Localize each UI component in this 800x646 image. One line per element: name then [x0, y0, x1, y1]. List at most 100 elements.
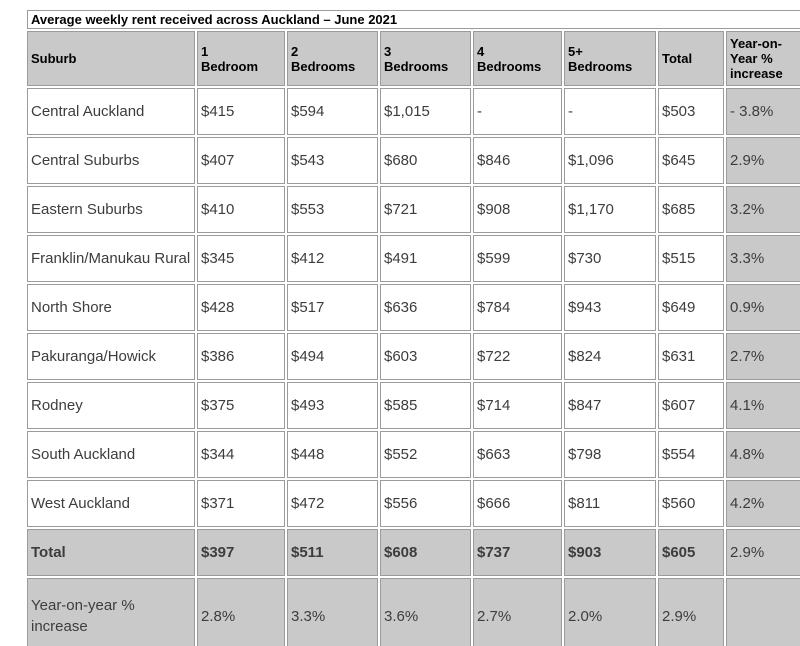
cell: $491: [380, 235, 471, 282]
cell: $517: [287, 284, 378, 331]
cell: $730: [564, 235, 656, 282]
cell: $663: [473, 431, 562, 478]
cell: $1,096: [564, 137, 656, 184]
header-row: Suburb 1 Bedroom 2 Bedrooms 3 Bedrooms 4 Bed…: [27, 31, 800, 86]
cell: $599: [473, 235, 562, 282]
cell: $1,170: [564, 186, 656, 233]
rent-table: Average weekly rent received across Auck…: [25, 8, 800, 646]
cell: $410: [197, 186, 285, 233]
cell: $798: [564, 431, 656, 478]
cell: $605: [658, 529, 724, 576]
row-label: Rodney: [27, 382, 195, 429]
cell: $386: [197, 333, 285, 380]
cell: -: [564, 88, 656, 135]
table-row-year-on-year-increase: Year-on-year % increase 2.8% 3.3% 3.6% 2.7% 2…: [27, 578, 800, 646]
cell: $397: [197, 529, 285, 576]
cell: 2.7%: [473, 578, 562, 646]
cell: $666: [473, 480, 562, 527]
cell: $375: [197, 382, 285, 429]
column-header: 5+ Bedrooms: [564, 31, 656, 86]
row-label: Year-on-year % increase: [27, 578, 195, 646]
cell: 3.2%: [726, 186, 800, 233]
cell: 3.6%: [380, 578, 471, 646]
cell: $503: [658, 88, 724, 135]
cell: $649: [658, 284, 724, 331]
table-row-west-auckland: West Auckland $371 $472 $556 $666 $811 $560 4.2…: [27, 480, 800, 527]
cell: 4.8%: [726, 431, 800, 478]
column-header: Year-on-Year % increase: [726, 31, 800, 86]
cell: $908: [473, 186, 562, 233]
row-label: Franklin/Manukau Rural: [27, 235, 195, 282]
cell: $448: [287, 431, 378, 478]
cell: $631: [658, 333, 724, 380]
cell: - 3.8%: [726, 88, 800, 135]
cell: -: [473, 88, 562, 135]
cell: $511: [287, 529, 378, 576]
cell: $493: [287, 382, 378, 429]
cell: 2.9%: [726, 529, 800, 576]
cell: $943: [564, 284, 656, 331]
column-header: 2 Bedrooms: [287, 31, 378, 86]
row-label: South Auckland: [27, 431, 195, 478]
cell: $1,015: [380, 88, 471, 135]
cell: 2.8%: [197, 578, 285, 646]
cell: 2.0%: [564, 578, 656, 646]
row-label: Central Suburbs: [27, 137, 195, 184]
cell: 0.9%: [726, 284, 800, 331]
table-row-total: Total $397 $511 $608 $737 $903 $605 2.9%: [27, 529, 800, 576]
cell: $345: [197, 235, 285, 282]
column-header: Total: [658, 31, 724, 86]
table-row-rodney: Rodney $375 $493 $585 $714 $847 $607 4.1%: [27, 382, 800, 429]
table-row-south-auckland: South Auckland $344 $448 $552 $663 $798 $554 4.…: [27, 431, 800, 478]
cell: $636: [380, 284, 471, 331]
cell: $494: [287, 333, 378, 380]
cell: 3.3%: [287, 578, 378, 646]
table-row-north-shore: North Shore $428 $517 $636 $784 $943 $649 0.9%: [27, 284, 800, 331]
cell: $415: [197, 88, 285, 135]
cell: $472: [287, 480, 378, 527]
column-header: 4 Bedrooms: [473, 31, 562, 86]
table-row-franklin-manukau-rural: Franklin/Manukau Rural $345 $412 $491 $599 $7…: [27, 235, 800, 282]
cell: $824: [564, 333, 656, 380]
table-row-pakuranga-howick: Pakuranga/Howick $386 $494 $603 $722 $824 $631…: [27, 333, 800, 380]
table-title: Average weekly rent received across Auck…: [27, 10, 800, 29]
row-label: Central Auckland: [27, 88, 195, 135]
cell: $784: [473, 284, 562, 331]
cell: $543: [287, 137, 378, 184]
title-row: Average weekly rent received across Auck…: [27, 10, 800, 29]
cell: 2.7%: [726, 333, 800, 380]
table-row-eastern-suburbs: Eastern Suburbs $410 $553 $721 $908 $1,170 $68…: [27, 186, 800, 233]
row-label: North Shore: [27, 284, 195, 331]
row-label: Eastern Suburbs: [27, 186, 195, 233]
cell: 2.9%: [726, 137, 800, 184]
cell: $371: [197, 480, 285, 527]
cell: $556: [380, 480, 471, 527]
cell: $737: [473, 529, 562, 576]
cell: 2.9%: [658, 578, 724, 646]
column-header: Suburb: [27, 31, 195, 86]
cell: $594: [287, 88, 378, 135]
cell: $811: [564, 480, 656, 527]
cell: $344: [197, 431, 285, 478]
cell: $553: [287, 186, 378, 233]
column-header: 1 Bedroom: [197, 31, 285, 86]
cell: $603: [380, 333, 471, 380]
cell: $585: [380, 382, 471, 429]
cell: [726, 578, 800, 646]
cell: $846: [473, 137, 562, 184]
table-row-central-suburbs: Central Suburbs $407 $543 $680 $846 $1,096 $64…: [27, 137, 800, 184]
cell: 3.3%: [726, 235, 800, 282]
cell: $515: [658, 235, 724, 282]
cell: $607: [658, 382, 724, 429]
cell: $552: [380, 431, 471, 478]
cell: $685: [658, 186, 724, 233]
table-row-central-auckland: Central Auckland $415 $594 $1,015- - $503- 3.…: [27, 88, 800, 135]
column-header: 3 Bedrooms: [380, 31, 471, 86]
cell: $645: [658, 137, 724, 184]
row-label: West Auckland: [27, 480, 195, 527]
cell: $554: [658, 431, 724, 478]
cell: $407: [197, 137, 285, 184]
row-label: Pakuranga/Howick: [27, 333, 195, 380]
cell: $428: [197, 284, 285, 331]
